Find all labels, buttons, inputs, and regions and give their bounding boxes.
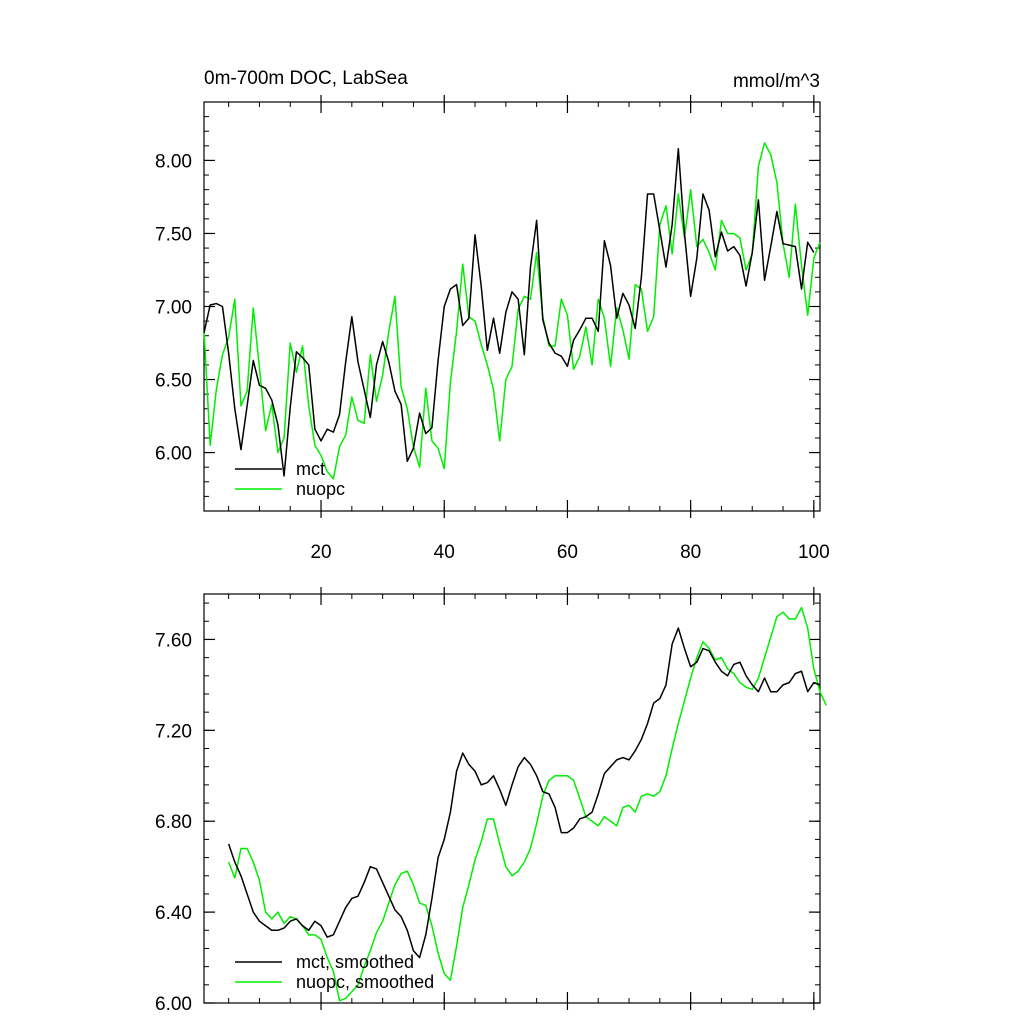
y-tick-label: 7.00 [155,298,192,319]
chart-title: 0m-700m DOC, LabSea [204,68,408,89]
y-tick-label: 6.50 [155,371,192,392]
top-panel: 0m-700m DOC, LabSea mmol/m^3 6.00 6.50 7.0… [155,68,830,563]
y-tick-label: 6.00 [155,444,192,465]
tick-marks [204,587,820,1010]
legend-label-mct-smoothed: mct, smoothed [296,952,414,972]
y-tick-label: 6.80 [155,812,192,833]
series-line-mct [203,147,815,477]
legend: mct nuopc [235,459,345,499]
y-tick-label: 7.20 [155,721,192,742]
plot-frame [203,101,821,512]
series-line-nuopc-smoothed [227,606,827,1002]
bottom-panel: 6.00 6.40 6.80 7.20 7.60 mct, smoothed nuopc… [155,587,827,1015]
legend-label-nuopc-smoothed: nuopc, smoothed [296,972,434,992]
legend-label-nuopc: nuopc [296,479,345,499]
series-line-mct-smoothed [227,627,821,959]
tick-marks [204,95,820,518]
y-tick-label: 6.00 [155,994,192,1015]
y-tick-label: 6.40 [155,903,192,924]
x-tick-label: 20 [310,542,331,563]
x-tick-label: 100 [798,542,830,563]
units-label: mmol/m^3 [733,71,820,92]
x-tick-label: 60 [557,542,578,563]
y-tick-label: 8.00 [155,151,192,172]
plot-area: 6.00 6.50 7.00 7.50 8.00 20 40 60 80 100 [155,95,830,563]
legend-label-mct: mct [296,459,325,479]
plot-area: 6.00 6.40 6.80 7.20 7.60 [155,587,827,1015]
legend: mct, smoothed nuopc, smoothed [235,952,434,992]
x-tick-label: 80 [680,542,701,563]
y-tick-label: 7.50 [155,224,192,245]
y-tick-label: 7.60 [155,630,192,651]
series-line-nuopc [203,142,821,480]
plot-frame [203,593,821,1004]
x-tick-label: 40 [434,542,455,563]
